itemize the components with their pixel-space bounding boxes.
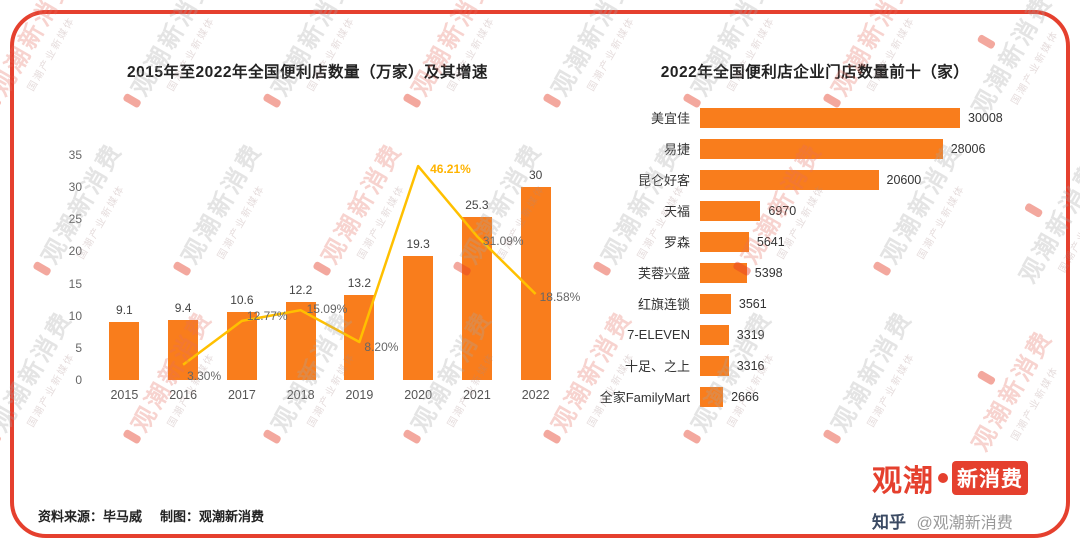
- source-text: 资料来源：毕马威: [38, 509, 143, 524]
- brand-guanchao: 观潮: [872, 465, 934, 498]
- growth-line: [182, 164, 537, 366]
- rank-row-芙蓉兴盛: 芙蓉兴盛 5398: [585, 257, 1045, 288]
- left-chart-y-axis: 0 5 10 15 20 25 30 35: [58, 148, 88, 387]
- company-bar: [700, 231, 749, 252]
- company-label: 罗森: [663, 235, 690, 250]
- top10-chart: 2022年全国便利店企业门店数量前十（家） 美宜佳 30008 易捷 28006 昆仑好…: [585, 40, 1045, 470]
- left-chart-plot: 9.1 9.4 10.6 12.2 13.2 19.3 25.3 30 3.30% 12.77% 1…: [95, 155, 580, 383]
- bar-value-2019: 13.2: [347, 276, 372, 291]
- company-bar: [700, 355, 729, 376]
- company-bar: [700, 324, 729, 345]
- brand-seal-icon: [938, 473, 948, 483]
- company-label: 芙蓉兴盛: [637, 266, 690, 281]
- rank-row-红旗连锁: 红旗连锁 3561: [585, 288, 1045, 319]
- y-tick-30: 30: [68, 180, 82, 195]
- company-value: 30008: [968, 110, 1003, 125]
- growth-label-2022: 18.58%: [539, 290, 581, 304]
- company-bar: [700, 138, 943, 159]
- national-count-chart: 2015年至2022年全国便利店数量（万家）及其增速 0 5 10 15 20 25 30 3…: [30, 40, 585, 470]
- rank-row-易捷: 易捷 28006: [585, 133, 1045, 164]
- company-value: 5398: [754, 265, 783, 280]
- y-tick-15: 15: [68, 276, 82, 291]
- growth-label-2020: 46.21%: [430, 162, 471, 177]
- bar-2020: [403, 255, 434, 380]
- y-tick-5: 5: [75, 340, 82, 355]
- company-bar: [700, 293, 731, 314]
- rank-row-7-ELEVEN: 7-ELEVEN 3319: [585, 319, 1045, 350]
- y-tick-25: 25: [68, 212, 82, 227]
- bar-2019: [344, 295, 375, 380]
- company-label: 7-ELEVEN: [627, 327, 690, 342]
- company-value: 5641: [756, 234, 785, 249]
- company-bar: [700, 107, 960, 128]
- watermark-seal-icon: [0, 428, 2, 445]
- company-value: 3561: [738, 296, 767, 311]
- brand-logo: 观潮 新消费 知乎 @观潮新消费: [872, 456, 1072, 533]
- left-chart-x-axis: 2015 2016 2017 2018 2019 2020 2021 2022: [95, 388, 565, 406]
- y-tick-35: 35: [68, 148, 82, 162]
- bar-2022: [520, 187, 551, 380]
- rank-row-全家FamilyMart: 全家FamilyMart 2666: [585, 381, 1045, 412]
- company-label: 美宜佳: [650, 111, 690, 126]
- company-value: 20600: [886, 172, 922, 187]
- company-value: 3319: [736, 327, 765, 342]
- zhihu-handle: @观潮新消费: [916, 515, 1013, 532]
- company-bar: [700, 262, 747, 283]
- bar-value-2018: 12.2: [288, 282, 313, 297]
- growth-label-2021: 31.09%: [482, 234, 524, 249]
- left-chart-title: 2015年至2022年全国便利店数量（万家）及其增速: [127, 64, 488, 81]
- x-tick-2018: 2018: [286, 388, 315, 402]
- rank-row-十足、之上: 十足、之上 3316: [585, 350, 1045, 381]
- growth-label-2016: 3.30%: [187, 368, 222, 383]
- bar-value-2022: 30: [528, 168, 543, 183]
- source-note: 资料来源：毕马威 制图：观潮新消费: [38, 506, 282, 525]
- bar-value-2021: 25.3: [465, 198, 489, 213]
- company-label: 十足、之上: [624, 359, 690, 374]
- bar-2015: [109, 321, 140, 380]
- rank-row-美宜佳: 美宜佳 30008: [585, 102, 1045, 133]
- right-chart-title: 2022年全国便利店企业门店数量前十（家）: [660, 64, 970, 81]
- y-tick-20: 20: [68, 244, 82, 259]
- x-tick-2019: 2019: [345, 388, 374, 402]
- watermark-subtext: 国潮产业新媒体: [1057, 196, 1080, 276]
- x-tick-2021: 2021: [462, 388, 491, 402]
- bar-value-2016: 9.4: [174, 300, 192, 315]
- company-value: 6970: [768, 203, 797, 218]
- company-bar: [700, 200, 761, 221]
- company-bar: [700, 386, 724, 407]
- company-value: 28006: [950, 141, 986, 156]
- growth-label-2019: 8.20%: [364, 340, 399, 354]
- y-tick-0: 0: [75, 373, 82, 387]
- watermark-seal-icon: [0, 92, 2, 109]
- y-tick-10: 10: [68, 308, 82, 323]
- x-tick-2016: 2016: [169, 388, 198, 402]
- bar-value-2015: 9.1: [116, 302, 133, 317]
- growth-label-2017: 12.77%: [246, 308, 288, 323]
- zhihu-label: 知乎: [872, 513, 906, 532]
- company-label: 昆仑好客: [637, 173, 690, 188]
- growth-label-2018: 15.09%: [306, 302, 348, 317]
- x-tick-2015: 2015: [110, 388, 139, 402]
- x-tick-2020: 2020: [404, 388, 433, 402]
- top10-rows: 美宜佳 30008 易捷 28006 昆仑好客 20600 天福 6970 罗森 5641 芙蓉兴盛…: [585, 102, 1045, 412]
- company-value: 3316: [736, 358, 765, 373]
- zhihu-watermark: 知乎 @观潮新消费: [872, 508, 1072, 533]
- x-tick-2017: 2017: [227, 388, 256, 402]
- bar-value-2017: 10.6: [230, 292, 254, 307]
- company-value: 2666: [731, 389, 759, 404]
- rank-row-罗森: 罗森 5641: [585, 226, 1045, 257]
- company-label: 红旗连锁: [637, 297, 690, 312]
- bar-value-2020: 19.3: [406, 236, 430, 251]
- company-bar: [700, 169, 879, 190]
- rank-row-昆仑好客: 昆仑好客 20600: [585, 164, 1045, 195]
- rank-row-天福: 天福 6970: [585, 195, 1045, 226]
- brand-wordmark: 观潮 新消费: [872, 456, 1072, 500]
- brand-xinxiaofei: 新消费: [952, 461, 1028, 495]
- company-label: 天福: [663, 204, 690, 219]
- company-label: 全家FamilyMart: [599, 390, 690, 405]
- credit-text: 制图：观潮新消费: [160, 509, 265, 524]
- company-label: 易捷: [663, 142, 690, 157]
- x-tick-2022: 2022: [521, 388, 550, 402]
